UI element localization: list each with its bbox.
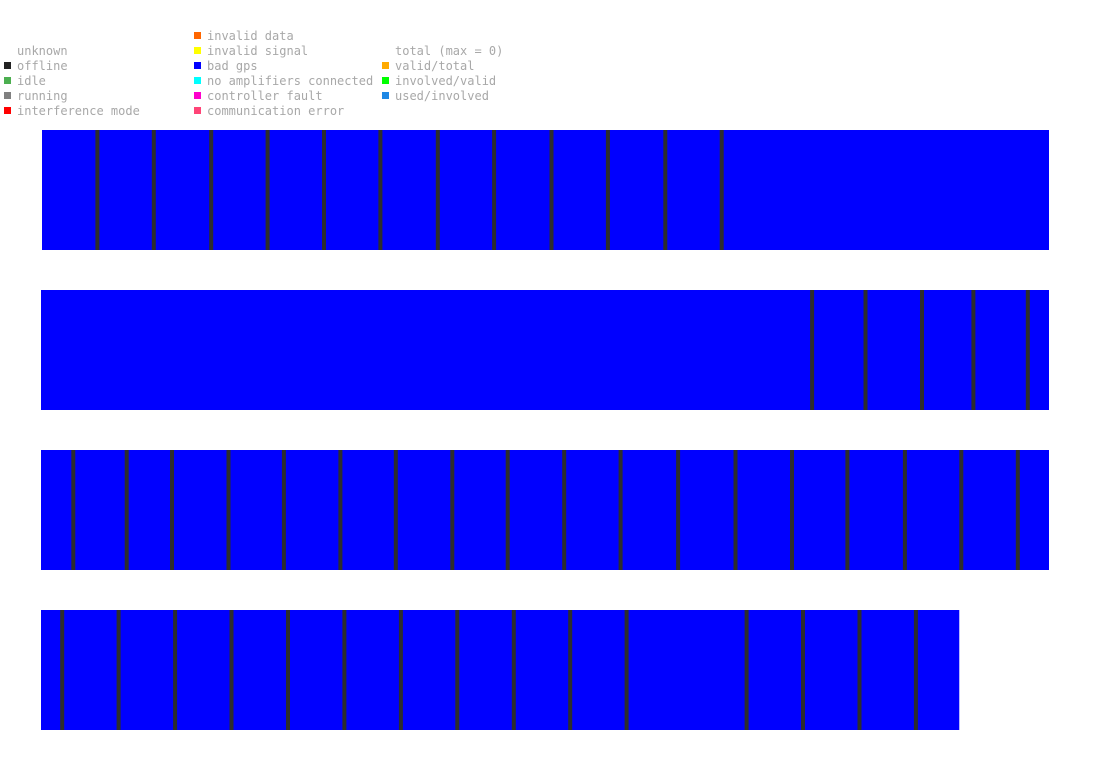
chart-row-1-separator-7 (435, 130, 440, 250)
chart-row-3-separator-6 (338, 450, 343, 570)
chart-row-4-separator-9 (511, 610, 516, 730)
chart-row-4-separator-14 (857, 610, 862, 730)
chart-row-bar-2 (41, 290, 1049, 410)
chart-row-3-separator-3 (170, 450, 174, 570)
chart-row-2-separator-1 (810, 290, 815, 410)
legend-label: invalid signal (207, 44, 309, 58)
chart-row-3-separator-10 (562, 450, 567, 570)
chart-row-3-separator-11 (618, 450, 623, 570)
legend-label: controller fault (207, 89, 323, 103)
chart-row-1-separator-6 (378, 130, 383, 250)
legend-label: total (max = 0) (395, 44, 504, 58)
legend-label: communication error (207, 104, 345, 118)
chart-row-2-separator-4 (971, 290, 976, 410)
chart-row-bar-4 (41, 610, 960, 730)
chart-row-4-separator-2 (116, 610, 121, 730)
legend-label: offline (17, 59, 68, 73)
legend-label: interference mode (17, 104, 140, 118)
legend-swatch (382, 77, 389, 84)
legend-swatch (194, 47, 201, 54)
legend-label: used/involved (395, 89, 489, 103)
chart-row-2-separator-3 (920, 290, 924, 410)
chart-row-2-separator-2 (863, 290, 868, 410)
chart-row-1-separator-10 (605, 130, 610, 250)
chart-row-4-separator-5 (286, 610, 290, 730)
legend-label: involved/valid (395, 74, 497, 88)
chart-row-4-separator-7 (398, 610, 403, 730)
chart-row-1-separator-4 (265, 130, 270, 250)
chart-row-3-separator-12 (676, 450, 681, 570)
legend-swatch (194, 107, 201, 114)
legend-swatch (382, 62, 389, 69)
legend-swatch (194, 32, 201, 39)
legend-swatch (194, 62, 201, 69)
legend-label: idle (17, 74, 46, 88)
chart-row-3-separator-16 (902, 450, 907, 570)
chart-row-3-separator-9 (505, 450, 510, 570)
legend-swatch (4, 92, 11, 99)
chart-row-3-separator-1 (71, 450, 76, 570)
legend-label: running (17, 89, 68, 103)
chart-row-1-separator-5 (322, 130, 326, 250)
chart-row-3-separator-18 (1015, 450, 1020, 570)
chart-row-3-separator-13 (733, 450, 738, 570)
chart-row-1-separator-8 (492, 130, 497, 250)
chart-row-4-separator-10 (568, 610, 573, 730)
chart-row-1-separator-11 (663, 130, 668, 250)
legend-label: bad gps (207, 59, 258, 73)
chart-row-1-separator-12 (719, 130, 724, 250)
chart-row-4-separator-1 (60, 610, 65, 730)
legend-swatch (194, 92, 201, 99)
legend-label: no amplifiers connected (207, 74, 374, 88)
chart-row-4-separator-4 (229, 610, 234, 730)
chart-row-3-separator-2 (124, 450, 129, 570)
chart-row-4-separator-8 (455, 610, 460, 730)
chart-row-3-separator-17 (959, 450, 964, 570)
legend-label: invalid data (207, 29, 294, 43)
chart-row-1-separator-2 (151, 130, 156, 250)
legend-swatch (4, 77, 11, 84)
legend-label: unknown (17, 44, 68, 58)
chart-row-3-separator-5 (281, 450, 286, 570)
chart-row-4-separator-3 (173, 610, 178, 730)
legend-swatch (194, 77, 201, 84)
chart-row-bar-3 (41, 450, 1049, 570)
chart-row-4-separator-13 (801, 610, 805, 730)
chart-row-3-separator-8 (450, 450, 455, 570)
chart-row-3-separator-14 (790, 450, 794, 570)
chart-row-2-separator-5 (1025, 290, 1030, 410)
chart-row-bar-1 (42, 130, 1049, 250)
legend-swatch (4, 62, 11, 69)
legend-swatch (382, 92, 389, 99)
legend-label: valid/total (395, 59, 475, 73)
chart-row-1-separator-9 (549, 130, 554, 250)
chart-row-4-separator-12 (744, 610, 749, 730)
chart-row-3-separator-15 (845, 450, 850, 570)
chart-row-3-separator-4 (226, 450, 231, 570)
chart-row-4-separator-11 (624, 610, 629, 730)
chart-row-4-separator-6 (342, 610, 347, 730)
chart-row-1-separator-3 (209, 130, 214, 250)
legend-swatch (4, 107, 11, 114)
chart-row-3-separator-7 (393, 450, 398, 570)
chart-row-4-separator-15 (913, 610, 918, 730)
chart-row-1-separator-1 (95, 130, 100, 250)
